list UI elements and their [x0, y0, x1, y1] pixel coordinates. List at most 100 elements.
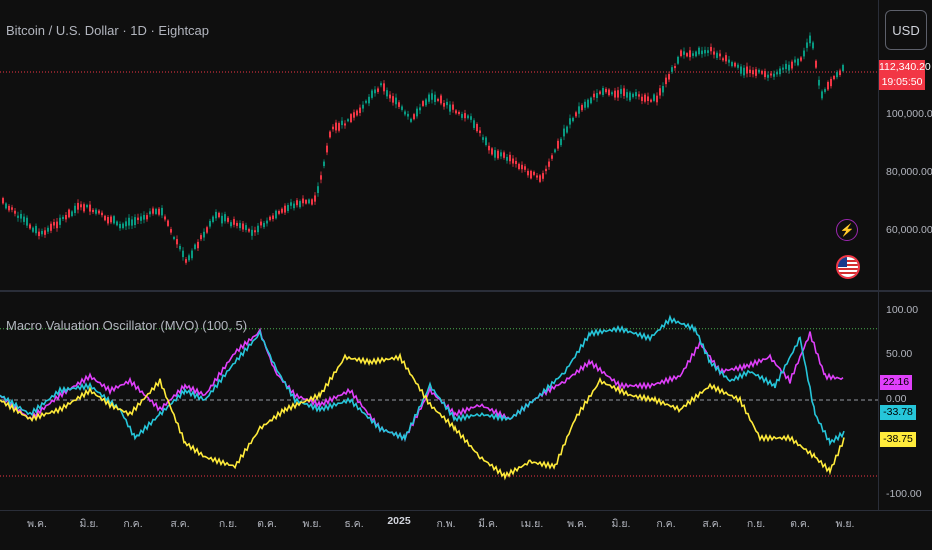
candle [632, 93, 634, 98]
candle [89, 204, 91, 212]
candle [479, 130, 481, 134]
indicator-title[interactable]: Macro Valuation Oscillator (MVO) (100, 5… [6, 318, 248, 333]
candle [188, 255, 190, 261]
candle [554, 149, 556, 153]
candle [560, 138, 562, 146]
candle [617, 90, 619, 98]
candle [245, 225, 247, 231]
candle [401, 106, 403, 110]
candle [497, 150, 499, 159]
candle [170, 229, 172, 233]
candle [572, 117, 574, 122]
candle [344, 123, 346, 126]
candle [161, 207, 163, 216]
osc-axis-label: 0.00 [886, 393, 907, 405]
magenta-value-tag: 22.16 [880, 375, 912, 390]
us-flag-icon[interactable] [836, 255, 860, 279]
candle [173, 236, 175, 240]
pane-divider[interactable] [0, 290, 932, 292]
candle [14, 210, 16, 214]
candle [353, 112, 355, 118]
price-axis-label: 100,000.00 [886, 108, 932, 120]
candle [692, 53, 694, 56]
candle [557, 140, 559, 149]
candle [686, 53, 688, 57]
time-tick-label: เม.ย. [520, 518, 544, 530]
candle [674, 66, 676, 69]
candle [605, 88, 607, 93]
candle [122, 223, 124, 229]
candle [524, 166, 526, 170]
candle [584, 101, 586, 108]
candle [191, 250, 193, 259]
candle [446, 101, 448, 106]
candle [83, 204, 85, 212]
candle [761, 70, 763, 74]
candle [11, 207, 13, 210]
candle [695, 51, 697, 57]
candle [26, 217, 28, 226]
candle [80, 204, 82, 208]
candle [635, 92, 637, 97]
cyan-value-tag: -33.78 [880, 405, 916, 420]
candle [23, 216, 25, 222]
candle [503, 152, 505, 158]
time-tick-label: ต.ค. [257, 518, 277, 530]
candle [254, 230, 256, 233]
candle [722, 58, 724, 61]
candle [455, 110, 457, 114]
candle [434, 94, 436, 102]
candle [293, 203, 295, 209]
candle [140, 216, 142, 221]
price-chart[interactable] [0, 0, 878, 290]
candle [788, 64, 790, 71]
candle [716, 52, 718, 58]
candle [311, 199, 313, 205]
candle [467, 115, 469, 119]
candle [545, 168, 547, 172]
candle [806, 42, 808, 48]
candle [332, 126, 334, 130]
candle [185, 259, 187, 263]
candle [269, 216, 271, 221]
countdown-tag: 19:05:50 [879, 75, 925, 90]
price-axis-label: 80,000.00 [886, 166, 932, 178]
candle [641, 96, 643, 101]
candle [152, 208, 154, 214]
candle [755, 69, 757, 76]
cyan-line [0, 314, 845, 447]
candle [215, 211, 217, 219]
time-tick-label: พ.ย. [302, 518, 322, 530]
currency-button[interactable]: USD [885, 10, 927, 50]
candle [104, 215, 106, 221]
candle [782, 67, 784, 70]
candle [368, 96, 370, 104]
candle [770, 73, 772, 76]
candle [101, 212, 103, 216]
candle [485, 137, 487, 146]
candle [710, 46, 712, 52]
candle [842, 65, 844, 71]
candle [134, 217, 136, 226]
candle [110, 216, 112, 223]
candle [383, 83, 385, 92]
candle [566, 126, 568, 133]
candle [179, 245, 181, 250]
last-price-tag: 112,340.20 [879, 60, 931, 75]
candle [377, 88, 379, 92]
candle [461, 114, 463, 118]
lightning-icon[interactable]: ⚡ [836, 219, 858, 241]
candle [86, 204, 88, 208]
candle [41, 230, 43, 235]
osc-axis-label: 50.00 [886, 348, 913, 360]
candle [239, 222, 241, 229]
candle [335, 122, 337, 131]
candle [839, 70, 841, 76]
oscillator-chart[interactable] [0, 292, 878, 510]
candle [350, 114, 352, 123]
candle [587, 99, 589, 108]
candle [797, 58, 799, 66]
candle [749, 69, 751, 74]
candle [158, 208, 160, 215]
candle [389, 94, 391, 99]
